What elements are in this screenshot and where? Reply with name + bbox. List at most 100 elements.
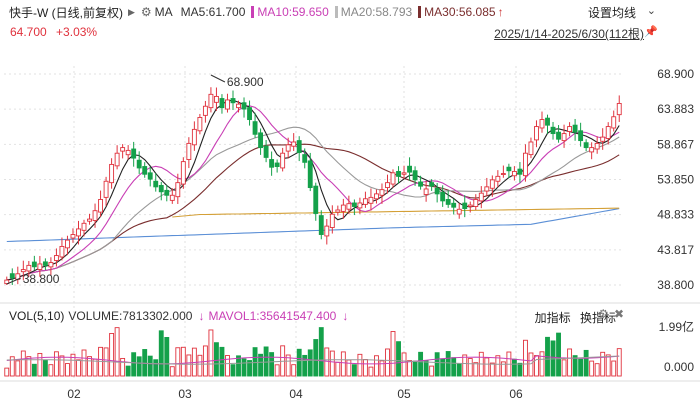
candle-body — [158, 185, 164, 193]
last-price: 64.700 — [10, 25, 47, 39]
candle-body — [98, 199, 103, 213]
vol-tick-label: 0.000 — [664, 360, 694, 374]
candle-body — [136, 159, 142, 169]
volume-bar — [539, 351, 545, 377]
candle-body — [500, 173, 506, 175]
vol-arrow: ↓ — [198, 309, 205, 323]
volume-bar — [153, 359, 159, 377]
volume-bar — [307, 349, 313, 377]
volume-bar — [572, 355, 578, 377]
candle-body — [611, 116, 617, 129]
volume-bar — [114, 327, 120, 377]
volume-bar — [335, 361, 341, 377]
volume-bar — [164, 336, 170, 377]
mavol2-line — [6, 355, 620, 365]
volume-bar — [313, 339, 319, 377]
candle-body — [37, 263, 43, 270]
volume-bar — [412, 360, 418, 377]
vol-title[interactable]: VOL(5,10) — [9, 309, 65, 323]
settings-ma-button[interactable]: 设置均线 — [587, 6, 636, 20]
candle-body — [291, 141, 297, 147]
kline-chart[interactable]: 68.900 63.883 58.867 53.850 48.833 43.817 38.8… — [0, 46, 700, 402]
volume-bar — [324, 347, 330, 377]
volume-bar — [285, 354, 291, 377]
volume-bar — [241, 358, 247, 377]
volume-bar — [368, 366, 374, 377]
date-range[interactable]: 2025/1/14-2025/6/30(112根) — [494, 27, 644, 41]
candle-body — [307, 160, 313, 189]
mavol-arrow: ↓ — [342, 309, 349, 323]
candle-body — [489, 179, 495, 189]
add-indicator-button[interactable]: 加指标 — [534, 311, 571, 325]
low-label: 38.800 — [23, 272, 60, 286]
volume-bar — [578, 358, 584, 377]
ma10-line — [6, 105, 620, 281]
y-tick-label: 58.867 — [657, 137, 694, 151]
volume-bar — [340, 351, 346, 377]
candle-body — [219, 98, 225, 109]
stock-title[interactable]: 快手-W (日线,前复权) — [9, 5, 123, 20]
volume-bar — [351, 364, 357, 377]
candle-body — [225, 99, 230, 110]
candle-body — [76, 228, 81, 237]
volume-bar — [407, 360, 412, 377]
volume-bar — [291, 364, 297, 377]
candle-body — [456, 208, 462, 215]
volume-bar — [528, 352, 534, 377]
volume-bar — [247, 360, 252, 377]
candle-body — [346, 203, 352, 210]
candles — [4, 87, 622, 285]
candle-body — [539, 119, 545, 129]
volume-bar — [258, 353, 264, 377]
volume-bar — [611, 360, 617, 377]
ma30-swatch — [418, 6, 422, 18]
candle-body — [70, 234, 76, 239]
volume-bar — [197, 354, 203, 377]
candle-body — [429, 182, 435, 187]
close-icon[interactable]: ✖ — [613, 307, 624, 321]
price-row: 64.700 +3.03% — [10, 25, 97, 39]
candle-body — [357, 202, 363, 209]
candle-body — [318, 215, 324, 235]
pin-icon[interactable]: 📌 — [644, 26, 658, 38]
volume-bar — [423, 360, 429, 377]
volume-bar — [589, 360, 595, 377]
volume-bar — [263, 346, 269, 377]
candle-body — [616, 102, 622, 116]
candle-body — [258, 132, 264, 149]
chevron-down-icon[interactable]: ⌄ — [646, 5, 656, 17]
grid — [0, 66, 700, 382]
high-pointer — [210, 74, 226, 83]
low-pointer — [6, 277, 21, 285]
candle-body — [31, 261, 37, 268]
triangle-right-icon[interactable]: ▶ — [127, 6, 135, 17]
volume-bar — [158, 330, 164, 377]
volume-bar — [511, 358, 517, 377]
candle-body — [440, 192, 446, 202]
volume-bar — [142, 349, 148, 377]
candle-body — [109, 163, 115, 184]
gear-icon[interactable]: ⚙ — [140, 5, 152, 19]
gear-icon[interactable]: ⚙ — [597, 307, 609, 321]
candle-body — [169, 194, 175, 201]
candle-body — [20, 269, 26, 273]
candle-body — [374, 193, 379, 200]
candle-body — [495, 175, 501, 182]
candle-body — [9, 273, 15, 279]
candle-body — [517, 168, 523, 175]
volume-bar — [208, 329, 214, 377]
switch-indicator-button[interactable]: 换指标 — [579, 311, 616, 325]
candle-body — [197, 117, 203, 132]
volume-bar — [523, 339, 528, 377]
x-tick-label: 05 — [397, 387, 411, 401]
price-change: +3.03% — [56, 25, 98, 39]
y-tick-label: 38.800 — [657, 278, 694, 292]
candle-body — [53, 255, 59, 261]
candle-body — [26, 264, 32, 272]
volume-bar — [59, 355, 65, 377]
candle-body — [572, 124, 578, 133]
candle-body — [65, 239, 70, 249]
volume-bar — [42, 359, 48, 377]
candle-body — [214, 95, 219, 103]
volume-bar — [70, 353, 76, 377]
